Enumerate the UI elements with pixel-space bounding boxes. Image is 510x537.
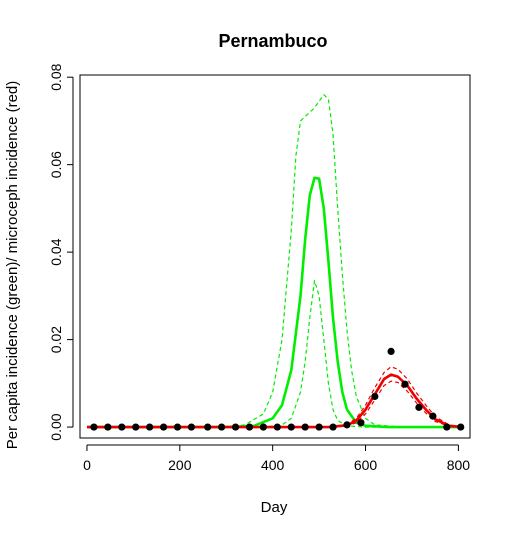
- data-point: [159, 423, 168, 431]
- series-line-6: [87, 380, 464, 428]
- x-tick-label: 400: [261, 457, 285, 473]
- x-axis: 0 200 400 600 800: [83, 444, 471, 473]
- x-axis-label: Day: [261, 499, 288, 516]
- data-point: [343, 421, 351, 429]
- data-point: [415, 403, 423, 411]
- x-tick-label: 0: [83, 457, 91, 473]
- data-point: [443, 423, 451, 431]
- data-point: [146, 423, 154, 431]
- data-point: [357, 419, 365, 427]
- data-point: [429, 412, 437, 420]
- data-point: [315, 423, 323, 431]
- series-line-1: [87, 176, 463, 429]
- data-point: [401, 380, 409, 388]
- data-point: [90, 423, 98, 431]
- y-axis: 0.00 0.02 0.04 0.06 0.08: [48, 63, 74, 441]
- data-point: [187, 423, 196, 431]
- plot-frame: [79, 74, 471, 439]
- data-point: [329, 423, 337, 431]
- y-tick-label: 0.04: [48, 238, 64, 265]
- x-tick-label: 600: [354, 457, 378, 473]
- data-point: [204, 423, 212, 431]
- data-point: [245, 423, 254, 431]
- data-point: [218, 423, 226, 431]
- data-point: [231, 423, 240, 431]
- y-tick-label: 0.06: [48, 151, 64, 178]
- data-point: [173, 423, 182, 431]
- data-point: [273, 423, 281, 431]
- data-point: [371, 392, 379, 401]
- y-axis-label: Per capita incidence (green)/ microceph …: [4, 81, 21, 450]
- data-point: [301, 423, 309, 431]
- y-tick-label: 0.08: [48, 63, 64, 90]
- x-tick-label: 200: [168, 457, 192, 473]
- data-point: [387, 347, 395, 356]
- data-point: [132, 423, 140, 431]
- series-line-3: [87, 280, 463, 428]
- data-point: [104, 423, 112, 431]
- series-line-2: [87, 94, 463, 428]
- y-tick-label: 0.02: [48, 326, 64, 353]
- y-tick-label: 0.00: [48, 413, 64, 440]
- data-point: [457, 423, 465, 431]
- chart-title: Pernambuco: [218, 31, 327, 51]
- data-point: [259, 423, 267, 431]
- x-tick-label: 800: [447, 457, 471, 473]
- plot-area: [79, 74, 471, 439]
- data-point: [287, 423, 295, 431]
- data-point: [118, 423, 126, 431]
